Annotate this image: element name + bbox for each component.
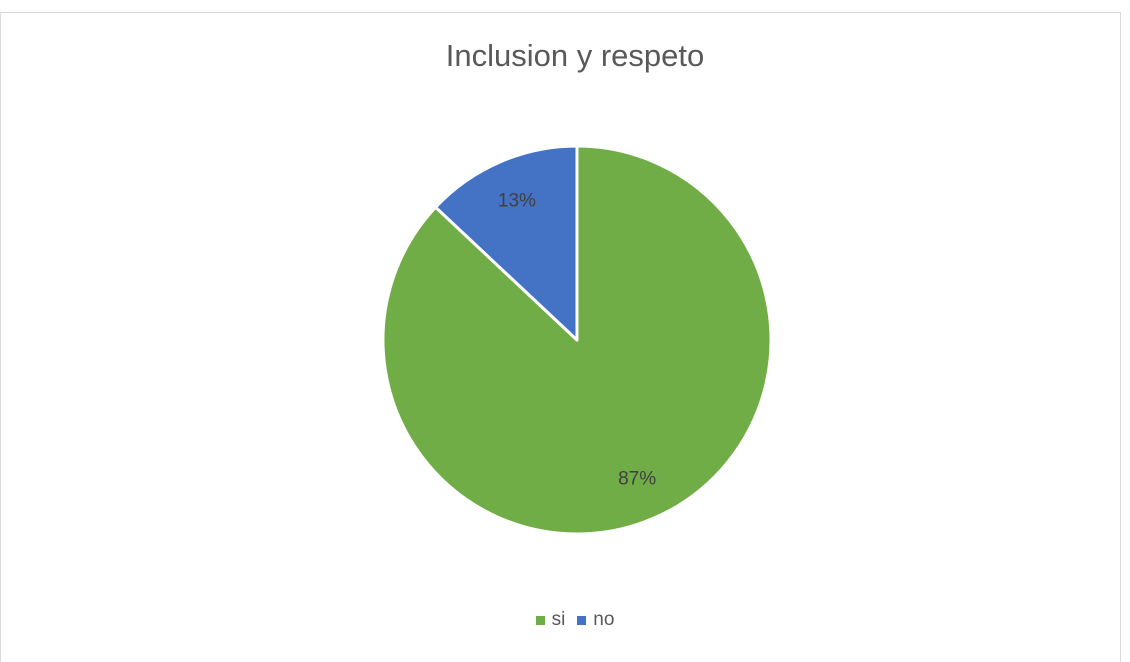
legend: si no	[0, 609, 1130, 631]
pie-slices	[381, 144, 773, 536]
pie-data-labels: 87% 13%	[498, 191, 656, 490]
data-label-si: 87%	[618, 468, 656, 489]
legend-swatch-no	[577, 615, 587, 625]
legend-swatch-si	[535, 615, 545, 625]
legend-label-si: si	[551, 609, 566, 630]
legend-item-no: no	[577, 609, 614, 631]
legend-item-si: si	[535, 609, 566, 631]
pie-slice-no	[434, 144, 579, 342]
data-label-no: 13%	[498, 191, 536, 212]
chart-title: Inclusion y respeto	[445, 38, 705, 73]
legend-label-no: no	[593, 609, 615, 630]
